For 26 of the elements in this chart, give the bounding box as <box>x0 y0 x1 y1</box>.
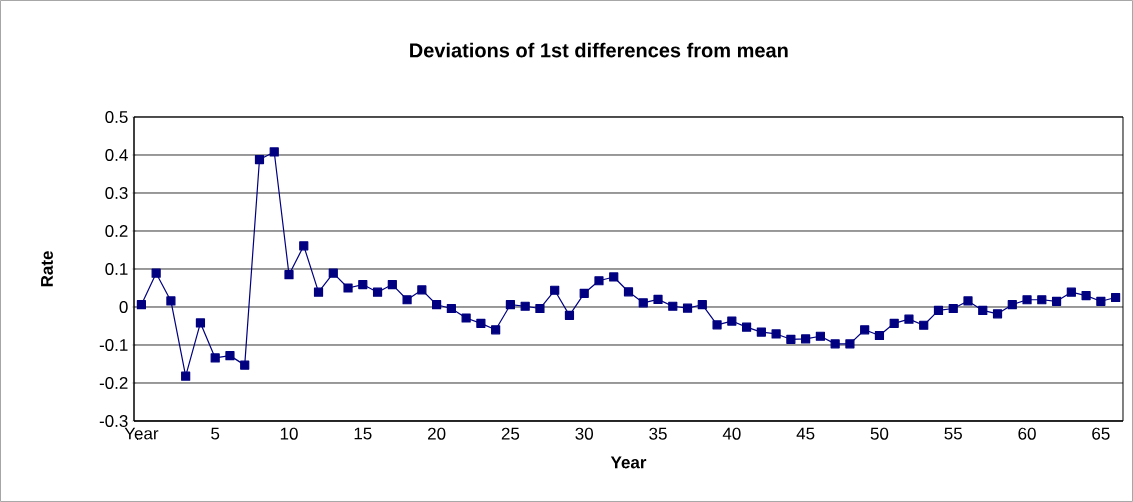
x-axis-title: Year <box>610 456 647 469</box>
y-tick-label: 0.2 <box>105 224 128 238</box>
x-tick-label: 10 <box>280 427 298 440</box>
y-axis-title: Rate <box>41 251 53 287</box>
x-tick-label: 45 <box>796 427 815 440</box>
y-tick-label: -0.3 <box>99 414 128 428</box>
x-tick-label: 65 <box>1092 427 1110 440</box>
y-tick-label: 0.5 <box>105 110 128 124</box>
x-tick-label: Year <box>124 427 159 440</box>
x-tick-label: 15 <box>354 427 372 440</box>
x-tick-label: 5 <box>211 427 220 440</box>
y-tick-label: 0.1 <box>105 262 128 276</box>
x-tick-label: 20 <box>428 427 446 440</box>
y-tick-label: -0.2 <box>99 376 128 390</box>
y-tick-label: 0.4 <box>105 148 128 162</box>
y-tick-label: 0 <box>119 300 128 314</box>
x-tick-label: 30 <box>575 427 594 440</box>
x-tick-label: 55 <box>944 427 962 440</box>
x-tick-label: 25 <box>501 427 520 440</box>
y-tick-label: -0.1 <box>99 338 128 352</box>
x-tick-label: 35 <box>649 427 667 440</box>
x-tick-label: 60 <box>1018 427 1036 440</box>
x-tick-label: 40 <box>722 427 741 440</box>
chart-title: Deviations of 1st differences from mean <box>410 42 788 58</box>
y-tick-label: 0.3 <box>105 186 128 200</box>
x-tick-label: 50 <box>870 427 889 440</box>
